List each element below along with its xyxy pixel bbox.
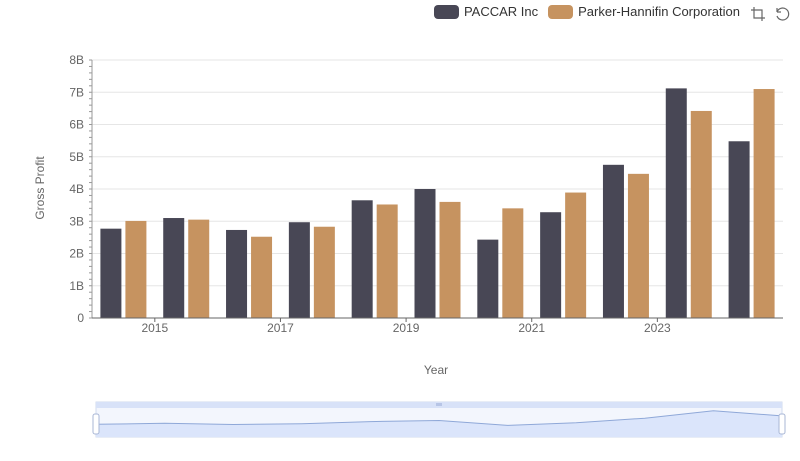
bar-parker (125, 220, 147, 318)
bar-parker (188, 219, 210, 318)
bar-paccar (728, 141, 750, 318)
bar-parker (251, 236, 273, 318)
y-axis-title: Gross Profit (33, 156, 47, 220)
y-tick-label: 7B (69, 85, 84, 99)
y-tick-label: 5B (69, 150, 84, 164)
y-tick-label: 1B (69, 279, 84, 293)
bar-paccar (288, 222, 310, 318)
zoom-icon[interactable] (750, 6, 766, 22)
bars (100, 88, 775, 319)
y-tick-label: 4B (69, 182, 84, 196)
y-tick-label: 6B (69, 118, 84, 132)
y-axis: 0 1B 2B 3B 4B 5B 6B 7B 8B (69, 53, 93, 325)
zoom-handle-right[interactable] (778, 413, 786, 435)
bar-parker (313, 226, 335, 318)
bar-paccar (163, 218, 185, 318)
zoom-area (96, 410, 782, 437)
zoom-slider[interactable] (92, 401, 786, 438)
bar-parker (690, 110, 712, 318)
bar-parker (565, 192, 587, 318)
legend-item-parker[interactable]: Parker-Hannifin Corporation (548, 4, 740, 19)
legend-label-parker: Parker-Hannifin Corporation (578, 4, 740, 19)
y-tick-label: 0 (77, 311, 84, 325)
bar-parker (753, 89, 775, 319)
y-tick-label: 3B (69, 214, 84, 228)
bar-paccar (665, 88, 687, 318)
legend: PACCAR Inc Parker-Hannifin Corporation (433, 4, 740, 19)
zoom-grip (436, 403, 442, 406)
bar-paccar (226, 229, 248, 318)
zoom-line (95, 410, 783, 426)
legend-swatch-paccar (433, 4, 459, 19)
bar-paccar (351, 200, 373, 318)
restore-icon[interactable] (774, 6, 790, 22)
bar-paccar (540, 212, 562, 318)
x-tick-label: 2021 (518, 321, 545, 335)
bar-paccar (414, 189, 436, 318)
bar-parker (502, 208, 524, 318)
y-tick-label: 2B (69, 247, 84, 261)
bar-paccar (100, 228, 122, 318)
bar-paccar (602, 164, 624, 318)
legend-item-paccar[interactable]: PACCAR Inc (433, 4, 539, 19)
x-tick-label: 2019 (393, 321, 420, 335)
zoom-handle-left[interactable] (92, 413, 100, 435)
legend-swatch-parker (548, 4, 574, 19)
x-axis: 2015 2017 2019 2021 2023 (92, 317, 783, 335)
bar-parker (439, 201, 461, 318)
y-tick-label: 8B (69, 53, 84, 67)
bar-paccar (477, 239, 499, 318)
toolbox (750, 6, 790, 22)
x-tick-label: 2023 (644, 321, 671, 335)
legend-label-paccar: PACCAR Inc (463, 4, 539, 19)
bar-parker (627, 173, 649, 318)
x-axis-title: Year (424, 363, 448, 377)
x-tick-label: 2017 (267, 321, 294, 335)
bar-parker (376, 204, 398, 318)
x-tick-label: 2015 (141, 321, 168, 335)
